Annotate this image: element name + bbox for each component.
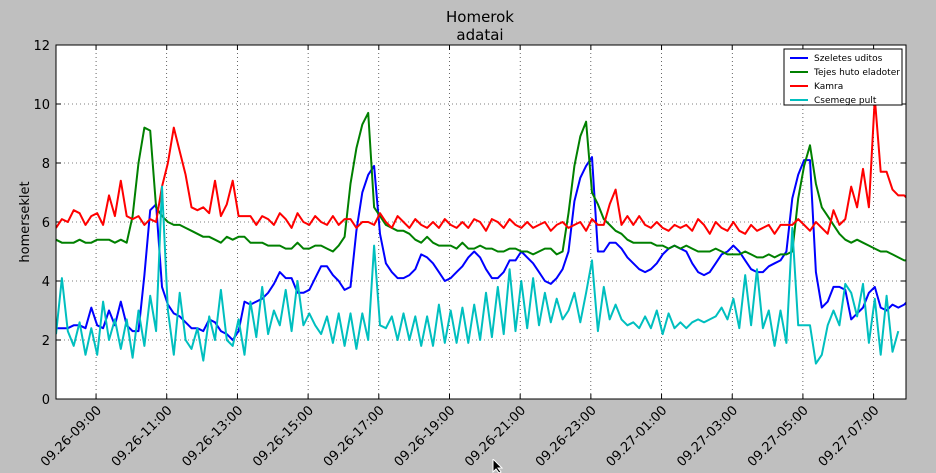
y-tick-label: 0 [42,393,50,408]
chart-title-line-2: adatai [456,26,503,44]
legend-label: Tejes huto eladoter [813,68,900,78]
chart-title-line-1: Homerok [446,8,514,26]
legend-label: Kamra [814,82,843,92]
x-tick-label: 09.26-13:00 [180,403,247,470]
x-tick-label: 09.26-17:00 [321,403,388,470]
plot-frame [55,44,907,400]
x-tick-label: 09.27-03:00 [674,403,741,470]
x-tick-label: 09.26-23:00 [533,403,600,470]
chart-title: Homerok adatai [446,8,514,44]
y-tick-label: 12 [33,39,50,54]
series-line-4 [56,185,900,365]
y-tick-label: 4 [42,275,50,290]
x-tick-label: 09.26-19:00 [392,403,459,470]
x-tick-label: 09.27-05:00 [745,403,812,470]
legend-label: Csemege pult [814,96,877,106]
x-tick-label: 09.26-15:00 [250,403,317,470]
x-tick-label: 09.27-07:00 [816,403,883,470]
x-tick-label: 09.26-09:00 [38,403,105,470]
y-tick-label: 2 [42,334,50,349]
series-line-1 [56,156,906,341]
y-tick-label: 8 [42,157,50,172]
legend-label: Szeletes uditos [814,54,883,64]
legend: Szeletes uditos Tejes huto eladoter Kamra C… [783,48,903,106]
y-tick-label: 10 [33,98,50,113]
x-tick-label: 09.27-01:00 [604,403,671,470]
x-tick-label: 09.26-11:00 [109,403,176,470]
y-axis-label: homerseklet [18,181,33,262]
series-line-3 [56,97,906,235]
series-line-2 [56,111,906,262]
y-tick-label: 6 [42,216,50,231]
mouse-cursor-icon [492,459,504,473]
series-lines [56,97,906,365]
